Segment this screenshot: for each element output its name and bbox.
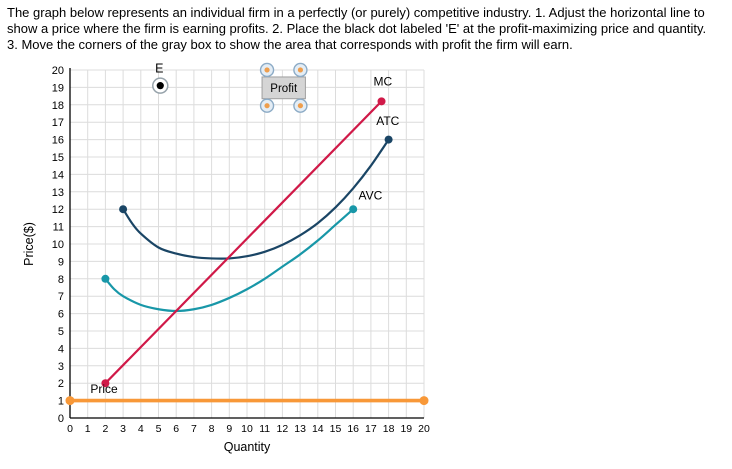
x-tick-label: 20 (418, 423, 430, 435)
x-tick-label: 11 (259, 423, 270, 435)
y-tick-label: 11 (53, 222, 64, 234)
price-endpoint-dot[interactable] (419, 396, 429, 406)
y-tick-label: 13 (52, 187, 64, 199)
y-tick-label: 12 (52, 204, 64, 216)
y-tick-label: 3 (58, 361, 64, 373)
y-axis-title: Price($) (22, 222, 36, 266)
y-tick-label: 10 (52, 239, 64, 251)
atc-curve (122, 138, 390, 260)
y-tick-label: 0 (58, 413, 64, 425)
instructions-text: The graph below represents an individual… (7, 5, 707, 52)
y-tick-label: 6 (58, 309, 64, 321)
x-tick-label: 7 (191, 423, 197, 435)
atc-endpoint-dot (119, 205, 128, 214)
x-tick-label: 13 (294, 423, 306, 435)
x-tick-label: 6 (173, 423, 179, 435)
profit-corner-handle-dot[interactable] (264, 103, 270, 109)
profit-corner-handle-dot[interactable] (297, 67, 304, 73)
x-tick-label: 15 (330, 423, 342, 435)
price-endpoint-dot[interactable] (65, 396, 75, 406)
x-tick-label: 5 (156, 423, 162, 435)
y-tick-label: 15 (52, 152, 64, 164)
atc-endpoint-dot (384, 135, 393, 144)
atc-label: ATC (376, 114, 399, 128)
x-tick-label: 18 (383, 423, 395, 435)
y-tick-label: 8 (58, 274, 64, 286)
x-tick-label: 16 (347, 423, 359, 435)
y-tick-label: 14 (52, 169, 64, 181)
x-tick-label: 1 (85, 423, 91, 435)
profit-box[interactable] (261, 76, 306, 100)
x-axis-title: Quantity (224, 440, 271, 454)
x-tick-label: 4 (138, 423, 144, 435)
profit-corner-handle-dot[interactable] (264, 67, 270, 73)
e-point-dot[interactable] (156, 82, 164, 90)
x-tick-label: 19 (400, 423, 412, 435)
y-tick-label: 20 (52, 65, 64, 77)
chart-area: 0 1 2 3 4 5 6 7 8 9 10 11 12 13 14 15 16 17 18 19 20 0 1 2 3 4 5 6 7… (20, 56, 472, 469)
e-point-label: E (155, 62, 163, 76)
avc-endpoint-dot (101, 274, 110, 283)
y-tick-label: 9 (58, 256, 64, 268)
y-tick-label: 1 (58, 396, 64, 408)
y-tick-label: 18 (52, 100, 64, 112)
price-label: Price (90, 382, 118, 396)
avc-endpoint-dot (349, 205, 358, 214)
x-tick-label: 12 (277, 423, 289, 435)
x-tick-label: 0 (67, 423, 73, 435)
x-tick-label: 14 (312, 423, 324, 435)
x-tick-label: 17 (365, 423, 377, 435)
y-tick-label: 16 (52, 135, 64, 147)
y-tick-label: 19 (52, 82, 64, 94)
x-tick-label: 2 (102, 423, 108, 435)
x-tick-label: 10 (241, 423, 253, 435)
profit-corner-handle-dot[interactable] (297, 103, 304, 109)
mc-label: MC (374, 75, 393, 89)
mc-curve (104, 100, 383, 385)
mc-endpoint-dot (101, 379, 110, 388)
avc-curve (104, 208, 355, 313)
profit-box-label: Profit (270, 83, 298, 95)
x-tick-label: 9 (226, 423, 232, 435)
mc-endpoint-dot (377, 97, 386, 106)
y-tick-label: 7 (58, 291, 64, 303)
x-tick-label: 8 (209, 423, 215, 435)
y-tick-label: 2 (58, 378, 64, 390)
y-tick-label: 17 (52, 117, 64, 129)
y-tick-label: 4 (58, 343, 64, 355)
y-tick-label: 5 (58, 326, 64, 338)
avc-label: AVC (359, 189, 383, 203)
x-tick-label: 3 (120, 423, 126, 435)
